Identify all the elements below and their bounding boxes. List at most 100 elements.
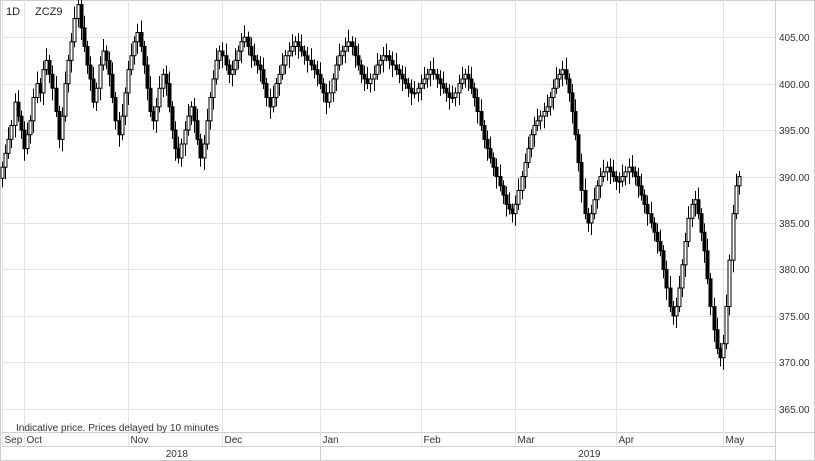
candle-body	[737, 176, 742, 187]
candle-body	[337, 55, 342, 66]
candle-body	[674, 306, 679, 317]
candle-body	[107, 59, 112, 75]
candle-body	[302, 50, 307, 57]
candle-body	[557, 73, 562, 80]
candle-body	[620, 176, 625, 182]
candle-body	[611, 171, 616, 178]
candle-body	[601, 171, 606, 178]
candle-body	[205, 120, 210, 145]
candle-body	[727, 259, 732, 308]
candle-body	[69, 41, 74, 61]
candle-body	[372, 73, 377, 80]
candle-body	[173, 129, 178, 150]
candle-body	[652, 222, 657, 233]
candle-body	[576, 134, 581, 164]
candle-body	[721, 343, 726, 359]
candle-body	[482, 124, 487, 140]
candle-body	[498, 176, 503, 187]
candle-body	[368, 78, 373, 85]
candle-body	[233, 59, 238, 71]
candle-body	[680, 264, 685, 289]
candle-body	[570, 92, 575, 112]
candle-body	[60, 115, 65, 140]
candle-body	[88, 64, 93, 80]
candle-body	[331, 78, 336, 94]
candle-body	[142, 45, 147, 66]
candle-body	[494, 166, 499, 178]
candle-body	[0, 166, 5, 179]
candle-body	[444, 87, 449, 94]
candle-body	[104, 50, 109, 61]
candle-body	[390, 59, 395, 66]
candle-body	[179, 143, 184, 159]
candle-body	[422, 78, 427, 85]
candle-body	[664, 268, 669, 289]
candle-body	[280, 64, 285, 75]
x-month-label: Dec	[225, 435, 243, 446]
candle-body	[3, 152, 8, 168]
candle-body	[573, 110, 578, 136]
candle-body	[66, 59, 71, 85]
x-month-label: Apr	[619, 435, 635, 446]
candle-body	[668, 287, 673, 308]
candle-body	[132, 41, 137, 57]
y-tick-label: 385.00	[779, 219, 810, 230]
candle-body	[211, 78, 216, 99]
candle-body	[126, 69, 131, 94]
candle-body	[202, 143, 207, 159]
candle-body	[425, 73, 430, 80]
candle-body	[466, 73, 471, 80]
candle-body	[258, 64, 263, 71]
y-tick-label: 380.00	[779, 265, 810, 276]
delay-note: Indicative price. Prices delayed by 10 m…	[16, 423, 219, 434]
symbol-label[interactable]: ZCZ9	[35, 6, 63, 18]
candle-body	[708, 278, 713, 308]
candle-body	[705, 250, 710, 280]
candle-body	[661, 250, 666, 270]
candle-body	[560, 69, 565, 75]
candle-body	[699, 213, 704, 233]
candle-body	[31, 97, 36, 122]
candle-body	[378, 59, 383, 66]
candle-body	[41, 69, 46, 94]
candle-body	[208, 97, 213, 122]
candle-body	[274, 83, 279, 99]
candle-body	[472, 87, 477, 99]
candle-body	[327, 92, 332, 103]
candle-body	[261, 69, 266, 85]
interval-label[interactable]: 1D	[6, 6, 20, 18]
x-year-label: 2018	[166, 449, 189, 460]
candle-body	[523, 162, 528, 178]
candle-body	[633, 171, 638, 178]
candle-body	[636, 176, 641, 187]
candle-body	[359, 64, 364, 75]
candle-body	[567, 78, 572, 94]
candle-body	[579, 162, 584, 191]
candle-body	[513, 203, 518, 215]
candle-body	[321, 83, 326, 94]
candle-body	[485, 138, 490, 150]
candle-body	[683, 241, 688, 266]
candle-body	[110, 73, 115, 99]
candle-body	[264, 83, 269, 99]
candle-body	[409, 87, 414, 94]
candle-body	[441, 83, 446, 89]
candle-body	[551, 87, 556, 99]
candle-body	[287, 50, 292, 57]
x-year-label: 2019	[578, 449, 601, 460]
candle-body	[538, 115, 543, 122]
candle-body	[394, 64, 399, 71]
candle-body	[535, 120, 540, 126]
candle-body	[387, 55, 392, 61]
candle-body	[9, 124, 14, 140]
x-month-label: Mar	[518, 435, 536, 446]
candle-body	[28, 120, 33, 136]
candle-body	[460, 78, 465, 85]
candle-body	[19, 115, 24, 131]
candle-body	[290, 45, 295, 52]
candle-body	[145, 64, 150, 89]
candle-body	[542, 110, 547, 117]
